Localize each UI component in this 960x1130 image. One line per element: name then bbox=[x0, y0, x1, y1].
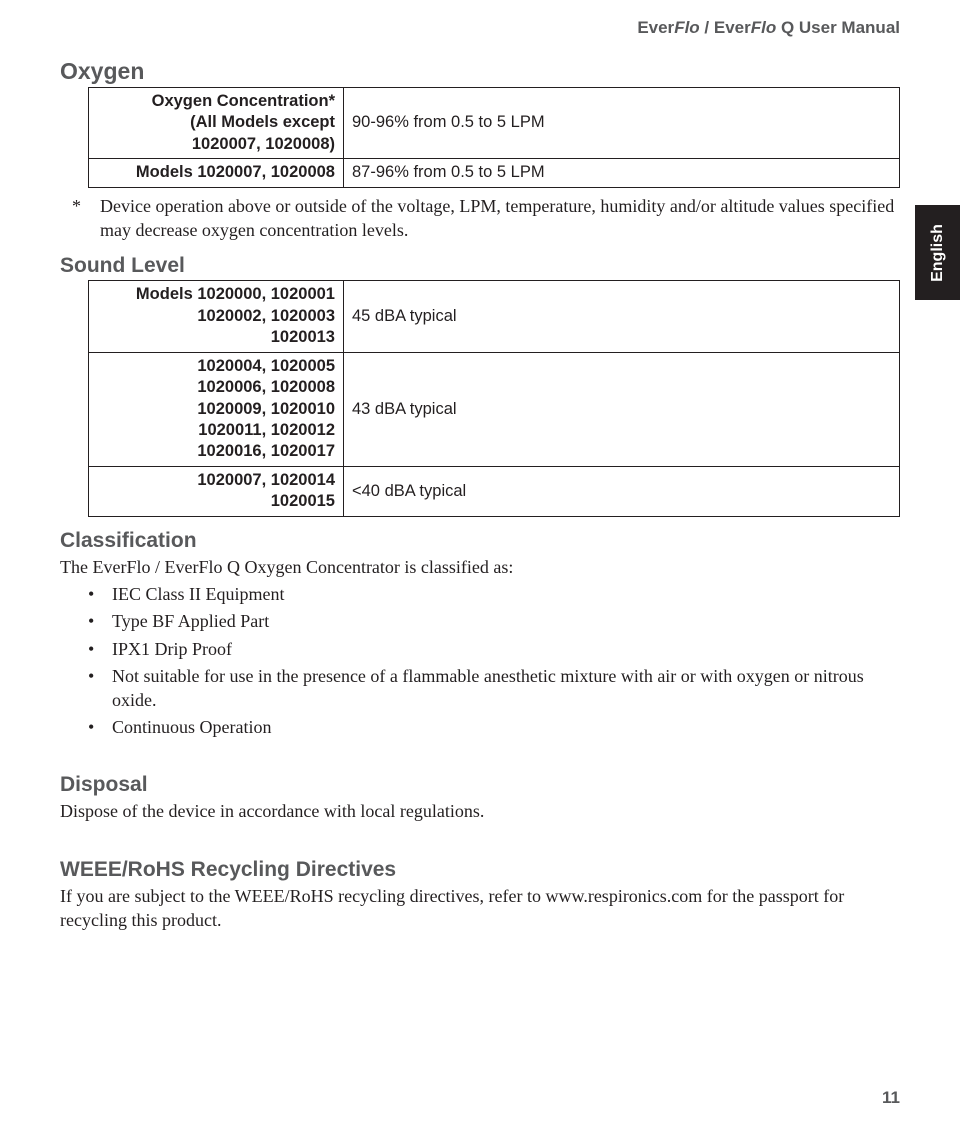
language-tab: English bbox=[915, 205, 960, 300]
classification-heading: Classification bbox=[60, 529, 900, 553]
table-row: Models 1020007, 1020008 87-96% from 0.5 … bbox=[89, 159, 900, 187]
brand-ever1: Ever bbox=[637, 18, 674, 37]
list-item: •Continuous Operation bbox=[88, 716, 900, 739]
list-item-text: IPX1 Drip Proof bbox=[112, 638, 232, 661]
brand-flo1: Flo bbox=[674, 18, 700, 37]
oxygen-row1-label: Oxygen Concentration* (All Models except… bbox=[89, 88, 344, 159]
brand-flo2: Flo bbox=[751, 18, 777, 37]
list-item: •Not suitable for use in the presence of… bbox=[88, 665, 900, 712]
table-row: Oxygen Concentration* (All Models except… bbox=[89, 88, 900, 159]
oxygen-row2-value: 87-96% from 0.5 to 5 LPM bbox=[344, 159, 900, 187]
classification-list: •IEC Class II Equipment •Type BF Applied… bbox=[88, 583, 900, 739]
list-item: •IEC Class II Equipment bbox=[88, 583, 900, 606]
bullet-icon: • bbox=[88, 638, 112, 661]
language-label: English bbox=[929, 224, 947, 282]
disposal-heading: Disposal bbox=[60, 773, 900, 797]
sound-row3-value: <40 dBA typical bbox=[344, 466, 900, 516]
bullet-icon: • bbox=[88, 610, 112, 633]
sound-row2-value: 43 dBA typical bbox=[344, 352, 900, 466]
oxygen-row2-label: Models 1020007, 1020008 bbox=[89, 159, 344, 187]
list-item: •Type BF Applied Part bbox=[88, 610, 900, 633]
brand-ever2: / Ever bbox=[700, 18, 751, 37]
sound-heading: Sound Level bbox=[60, 254, 900, 278]
bullet-icon: • bbox=[88, 665, 112, 688]
list-item-text: IEC Class II Equipment bbox=[112, 583, 284, 606]
document-header: EverFlo / EverFlo Q User Manual bbox=[60, 18, 900, 38]
weee-text: If you are subject to the WEEE/RoHS recy… bbox=[60, 884, 900, 933]
asterisk-marker: * bbox=[72, 194, 100, 243]
bullet-icon: • bbox=[88, 716, 112, 739]
oxygen-table: Oxygen Concentration* (All Models except… bbox=[88, 87, 900, 188]
sound-table: Models 1020000, 1020001 1020002, 1020003… bbox=[88, 280, 900, 516]
table-row: 1020007, 1020014 1020015 <40 dBA typical bbox=[89, 466, 900, 516]
list-item: •IPX1 Drip Proof bbox=[88, 638, 900, 661]
oxygen-row1-value: 90-96% from 0.5 to 5 LPM bbox=[344, 88, 900, 159]
classification-intro: The EverFlo / EverFlo Q Oxygen Concentra… bbox=[60, 555, 900, 579]
list-item-text: Continuous Operation bbox=[112, 716, 272, 739]
table-row: 1020004, 1020005 1020006, 1020008 102000… bbox=[89, 352, 900, 466]
oxygen-footnote: * Device operation above or outside of t… bbox=[72, 194, 900, 243]
weee-heading: WEEE/RoHS Recycling Directives bbox=[60, 858, 900, 882]
sound-row1-label: Models 1020000, 1020001 1020002, 1020003… bbox=[89, 281, 344, 352]
sound-row2-label: 1020004, 1020005 1020006, 1020008 102000… bbox=[89, 352, 344, 466]
sound-row3-label: 1020007, 1020014 1020015 bbox=[89, 466, 344, 516]
list-item-text: Type BF Applied Part bbox=[112, 610, 269, 633]
list-item-text: Not suitable for use in the presence of … bbox=[112, 665, 900, 712]
header-suffix: Q User Manual bbox=[776, 18, 900, 37]
table-row: Models 1020000, 1020001 1020002, 1020003… bbox=[89, 281, 900, 352]
footnote-text: Device operation above or outside of the… bbox=[100, 194, 900, 243]
sound-row1-value: 45 dBA typical bbox=[344, 281, 900, 352]
disposal-text: Dispose of the device in accordance with… bbox=[60, 799, 900, 823]
bullet-icon: • bbox=[88, 583, 112, 606]
oxygen-heading: Oxygen bbox=[60, 58, 900, 85]
page-number: 11 bbox=[882, 1088, 900, 1108]
